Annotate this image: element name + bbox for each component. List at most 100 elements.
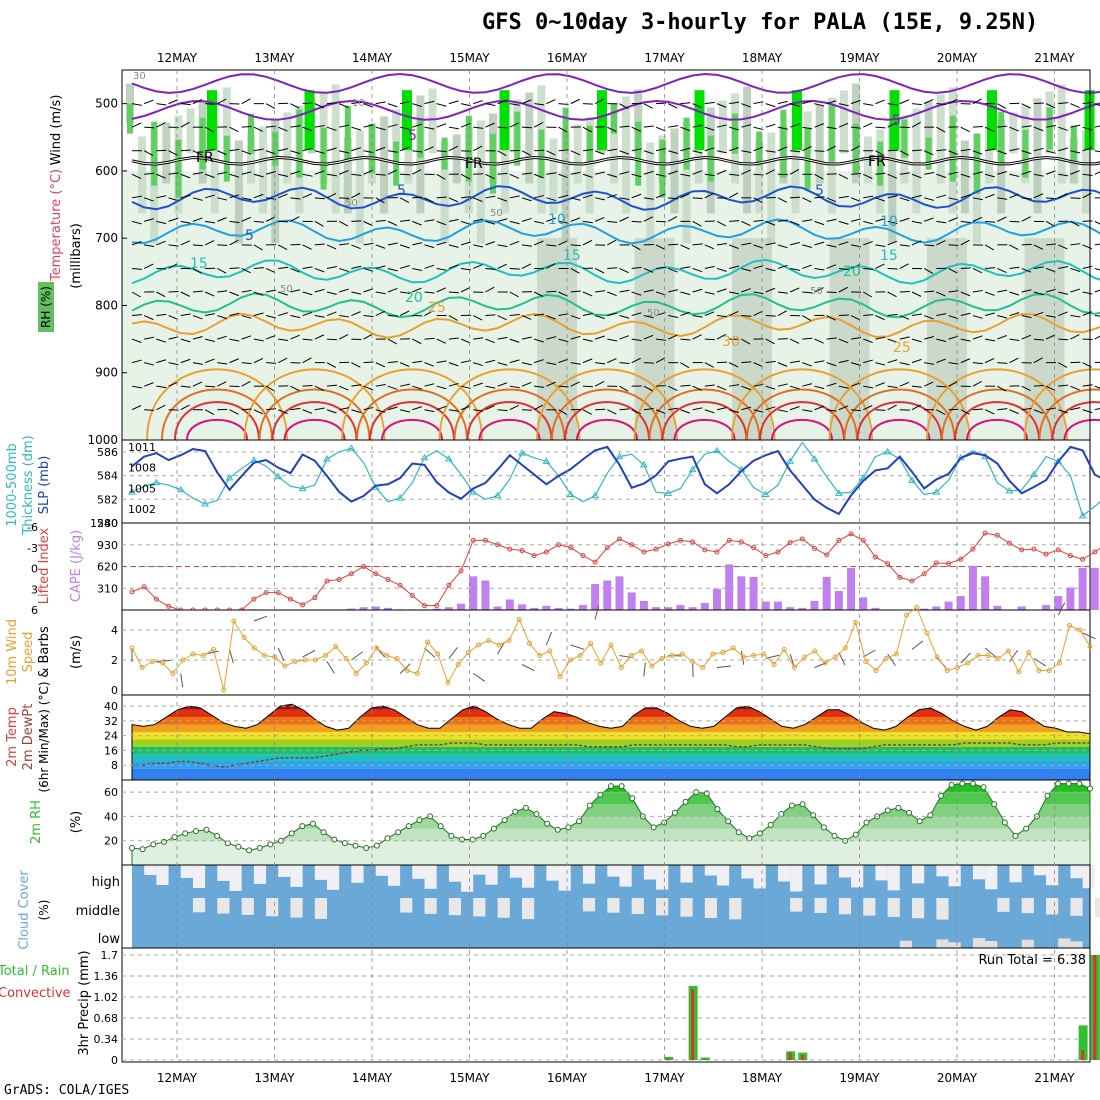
wind-barb — [1070, 267, 1081, 273]
wind-barb — [741, 150, 752, 153]
li-marker — [860, 537, 866, 543]
wind-barb — [399, 265, 410, 269]
wind-barb — [655, 147, 666, 152]
thickness-marker — [152, 478, 161, 486]
chart-title: GFS 0~10day 3-hourly for PALA (15E, 9.25… — [482, 10, 1039, 35]
li-marker — [629, 542, 635, 548]
wind-barb — [339, 170, 349, 175]
wind-barb — [1058, 266, 1069, 269]
wind-barb — [1045, 220, 1055, 227]
wind-barb — [424, 362, 435, 367]
thk-label-b: Thickness (dm) — [21, 435, 36, 535]
wind-barb — [863, 103, 874, 106]
wind-barb — [741, 406, 752, 411]
rh-band-gray — [259, 126, 268, 214]
wind-barb — [899, 99, 910, 105]
wind-speed-marker — [333, 644, 339, 649]
rh-marker — [969, 780, 976, 787]
wind-barb — [1021, 197, 1032, 200]
wind-barb — [460, 173, 471, 180]
wind-barb — [558, 313, 569, 317]
wind-barb — [314, 220, 324, 227]
rh-marker — [363, 845, 370, 851]
wind-barb — [473, 218, 484, 222]
wind-barb — [168, 362, 179, 366]
wind-barb — [314, 407, 325, 411]
wind-barb — [1094, 125, 1100, 128]
cape-bar — [725, 564, 734, 610]
wind-barb — [387, 287, 398, 293]
wind-barb — [595, 126, 606, 128]
cloud-high-block — [327, 865, 340, 890]
wind-barb-10m — [1009, 649, 1019, 662]
thickness-marker — [396, 494, 405, 501]
wind-barb — [363, 220, 373, 227]
wind-barb — [424, 310, 434, 316]
credit-text: GrADS: COLA/IGES — [4, 1083, 130, 1098]
wind-barb — [363, 169, 373, 175]
rh-high-patch — [792, 90, 802, 151]
wind-barb — [997, 335, 1007, 340]
rh-band-green — [320, 127, 327, 190]
wind-barb — [131, 291, 141, 298]
wind-barb — [156, 122, 166, 128]
date-bottom-label: 13MAY — [254, 1071, 295, 1085]
wind-barb — [765, 385, 776, 390]
rh-band-green — [659, 139, 666, 198]
thickness-marker — [566, 490, 575, 498]
wind-barb — [887, 267, 898, 270]
freezing-level-inner — [131, 156, 1100, 165]
rh-band-gray — [234, 140, 243, 244]
rh-marker — [1087, 785, 1093, 792]
wind-barb — [814, 405, 825, 411]
wind-barb — [619, 289, 630, 293]
rh-marker — [341, 840, 348, 847]
cloud-high-block — [473, 865, 486, 875]
wind-barb — [546, 244, 557, 247]
wind-barb — [326, 126, 337, 131]
wind-barb — [997, 362, 1008, 364]
wind-barb — [911, 194, 922, 199]
wind-barb — [582, 220, 593, 224]
wind-barb — [1033, 244, 1044, 250]
wind-barb — [753, 409, 764, 413]
wind-barb — [997, 385, 1007, 392]
thickness-marker — [834, 489, 843, 496]
wind-barb — [607, 239, 617, 246]
wind-barb — [984, 291, 995, 296]
precip-label-b: Convective — [0, 986, 71, 1001]
wind-barb — [290, 150, 301, 155]
wind-barb — [546, 150, 556, 156]
rh-marker — [384, 835, 391, 842]
wind-barb — [655, 266, 667, 269]
wind-barb — [899, 290, 910, 293]
wind-barb — [594, 268, 605, 274]
cape-bar — [786, 607, 795, 610]
rh-band-gray — [561, 131, 570, 244]
wind-barb — [948, 268, 958, 274]
rh-marker — [895, 804, 902, 811]
wind-barb — [168, 197, 179, 202]
wind-barb — [436, 338, 446, 344]
wind-barb — [546, 217, 556, 222]
rh-marker — [778, 811, 785, 817]
wind-speed-marker — [567, 657, 573, 663]
rh-marker — [608, 783, 614, 790]
cloud-mid-block — [814, 898, 827, 913]
wind-barb — [863, 314, 874, 317]
wind-y-tick: 2 — [111, 654, 118, 667]
wind-barb — [180, 194, 191, 199]
contour-label: FR — [196, 150, 214, 166]
wind-barb — [1094, 407, 1100, 411]
wind-barb — [351, 173, 362, 176]
cloud-high-block — [485, 865, 498, 885]
rh-marker — [810, 812, 817, 819]
wind-barb — [265, 289, 276, 293]
wind-barb — [936, 291, 946, 297]
wind-speed-marker — [486, 638, 492, 643]
cloud-mid-block — [290, 898, 303, 918]
wind-barb — [144, 244, 155, 247]
li-marker — [726, 537, 732, 543]
wind-barb — [729, 244, 739, 249]
li-marker — [361, 564, 367, 569]
